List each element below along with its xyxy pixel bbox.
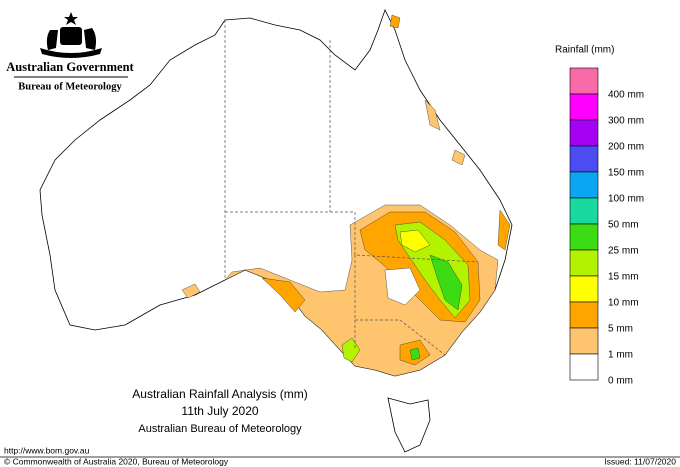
legend-label: 25 mm: [608, 246, 639, 257]
rainfall-areas: [181, 14, 511, 377]
legend-swatch: [569, 353, 599, 381]
legend-label: 10 mm: [608, 298, 639, 309]
map-date: 11th July 2020: [181, 404, 258, 418]
legend-swatch: [569, 119, 599, 147]
legend-label: 150 mm: [608, 168, 644, 179]
legend-label: 1 mm: [608, 350, 633, 361]
legend-swatch: [569, 67, 599, 95]
state-borders: [224, 20, 479, 356]
legend: 400 mm 300 mm 200 mm 150 mm 100 mm 50 mm 25 mm…: [569, 67, 644, 387]
legend-swatch: [569, 145, 599, 173]
legend-swatch: [569, 93, 599, 121]
legend-label: 400 mm: [608, 90, 644, 101]
legend-label: 15 mm: [608, 272, 639, 283]
coat-of-arms: [40, 12, 102, 58]
legend-swatch: [569, 301, 599, 329]
legend-swatch: [569, 327, 599, 355]
agency: Australian Government: [6, 60, 134, 74]
bureau: Bureau of Meteorology: [18, 81, 122, 92]
map-source: Australian Bureau of Meteorology: [138, 423, 302, 435]
tasmania: [387, 397, 431, 453]
legend-label: 50 mm: [608, 220, 639, 231]
copyright: © Commonwealth of Australia 2020, Bureau…: [4, 456, 229, 466]
legend-swatch: [569, 249, 599, 277]
legend-label: 5 mm: [608, 324, 633, 335]
map-title: Australian Rainfall Analysis (mm): [132, 387, 307, 401]
legend-swatch: [569, 197, 599, 225]
legend-label: 100 mm: [608, 194, 644, 205]
legend-swatch: [569, 171, 599, 199]
url: http://www.bom.gov.au: [4, 445, 90, 455]
legend-label: 300 mm: [608, 116, 644, 127]
legend-swatch: [569, 275, 599, 303]
issued: Issued: 11/07/2020: [604, 456, 676, 466]
legend-title: Rainfall (mm): [555, 45, 614, 56]
legend-swatch: [569, 223, 599, 251]
legend-label: 200 mm: [608, 142, 644, 153]
legend-label: 0 mm: [608, 376, 633, 387]
